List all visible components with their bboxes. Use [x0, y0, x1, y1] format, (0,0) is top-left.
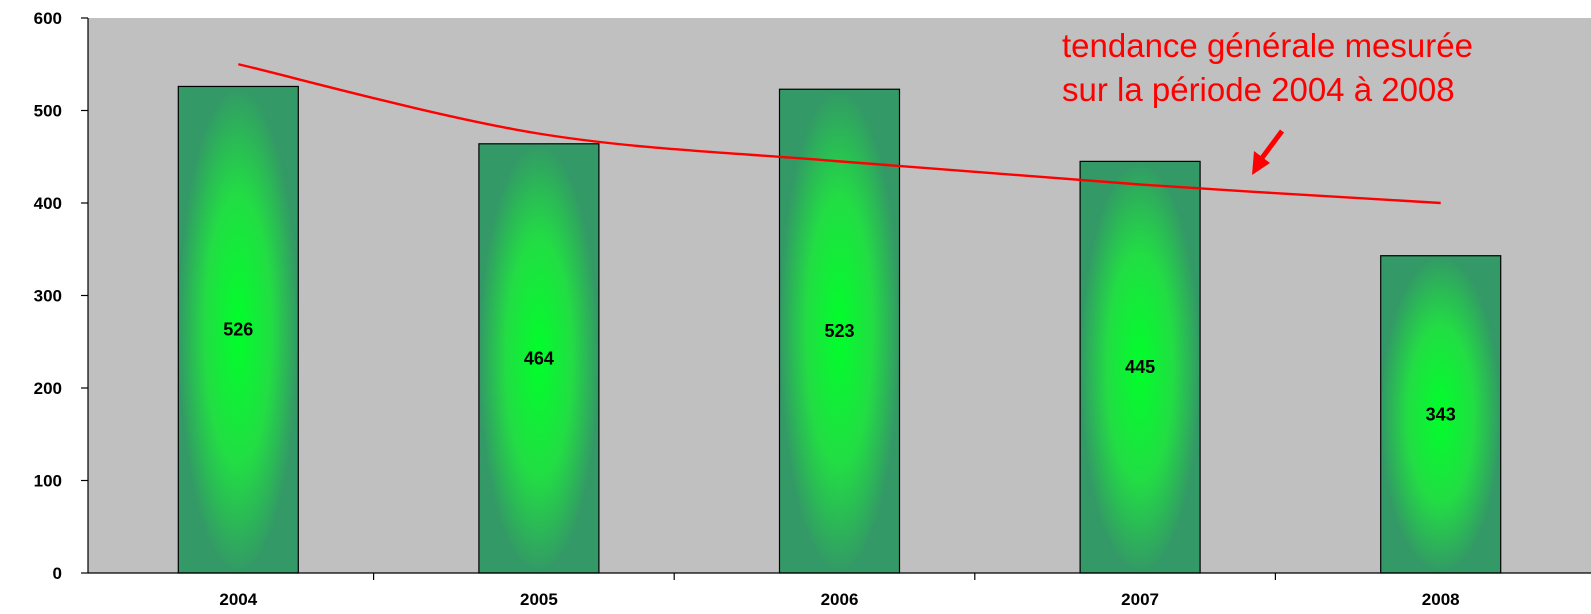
data-label-2008: 343 — [1426, 404, 1456, 424]
data-label-2006: 523 — [824, 321, 854, 341]
bar-2005 — [478, 143, 600, 574]
y-tick-label-600: 600 — [34, 9, 62, 28]
data-label-2007: 445 — [1125, 357, 1155, 377]
x-tick-label-2004: 2004 — [219, 590, 257, 609]
y-tick-label-0: 0 — [53, 564, 62, 583]
annotation-line-2: sur la période 2004 à 2008 — [1062, 71, 1455, 108]
data-label-2004: 526 — [223, 320, 253, 340]
y-tick-label-400: 400 — [34, 194, 62, 213]
y-tick-label-500: 500 — [34, 102, 62, 121]
bar-2004 — [177, 85, 299, 574]
data-label-2005: 464 — [524, 348, 554, 368]
x-tick-label-2006: 2006 — [821, 590, 859, 609]
annotation-line-1: tendance générale mesurée — [1062, 27, 1473, 64]
bar-2007 — [1079, 160, 1201, 574]
x-tick-label-2008: 2008 — [1422, 590, 1460, 609]
bar-2006 — [778, 88, 901, 574]
annotation-arrow — [1259, 129, 1285, 160]
x-tick-label-2005: 2005 — [520, 590, 558, 609]
trend-annotation: tendance générale mesurée sur la période… — [1062, 27, 1473, 175]
y-tick-label-100: 100 — [34, 472, 62, 491]
y-tick-label-200: 200 — [34, 379, 62, 398]
trend-line — [238, 63, 1441, 205]
y-tick-label-300: 300 — [34, 287, 62, 306]
x-tick-label-2007: 2007 — [1121, 590, 1159, 609]
annotation-arrowhead — [1252, 151, 1270, 175]
